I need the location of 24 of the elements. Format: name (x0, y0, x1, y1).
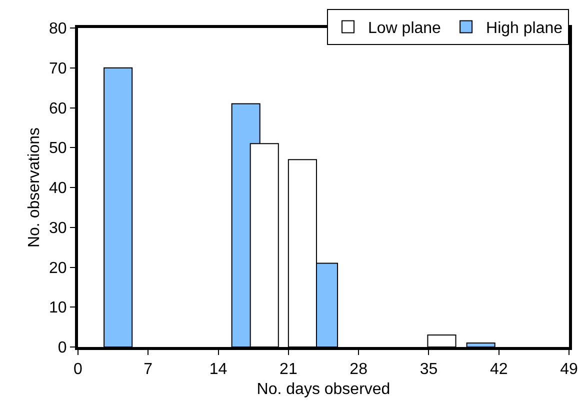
x-tick-label: 14 (209, 361, 228, 378)
legend-label: Low plane (368, 20, 442, 37)
x-axis-title: No. days observed (256, 380, 390, 398)
y-tick-label: 20 (49, 260, 67, 277)
x-tick-label: 35 (420, 361, 438, 378)
y-tick-label: 10 (49, 300, 67, 317)
y-axis-title: No. observations (26, 127, 43, 248)
bar (466, 342, 496, 347)
bar (104, 67, 133, 347)
x-tick-label: 28 (350, 361, 368, 378)
bar (427, 334, 456, 347)
x-tick-label: 42 (490, 361, 508, 378)
legend-label: High plane (486, 20, 563, 37)
y-tick-label: 0 (58, 340, 67, 357)
x-tick-label: 21 (280, 361, 298, 378)
y-tick-label: 40 (49, 180, 67, 198)
x-tick-label: 0 (74, 361, 83, 378)
y-tick-label: 60 (49, 100, 67, 118)
x-tick-label: 49 (560, 361, 578, 378)
y-tick-label: 70 (49, 60, 67, 78)
y-tick-label: 80 (49, 20, 67, 38)
y-tick-label: 30 (49, 220, 67, 237)
y-tick-label: 50 (49, 140, 67, 158)
x-tick-label: 7 (144, 361, 153, 378)
